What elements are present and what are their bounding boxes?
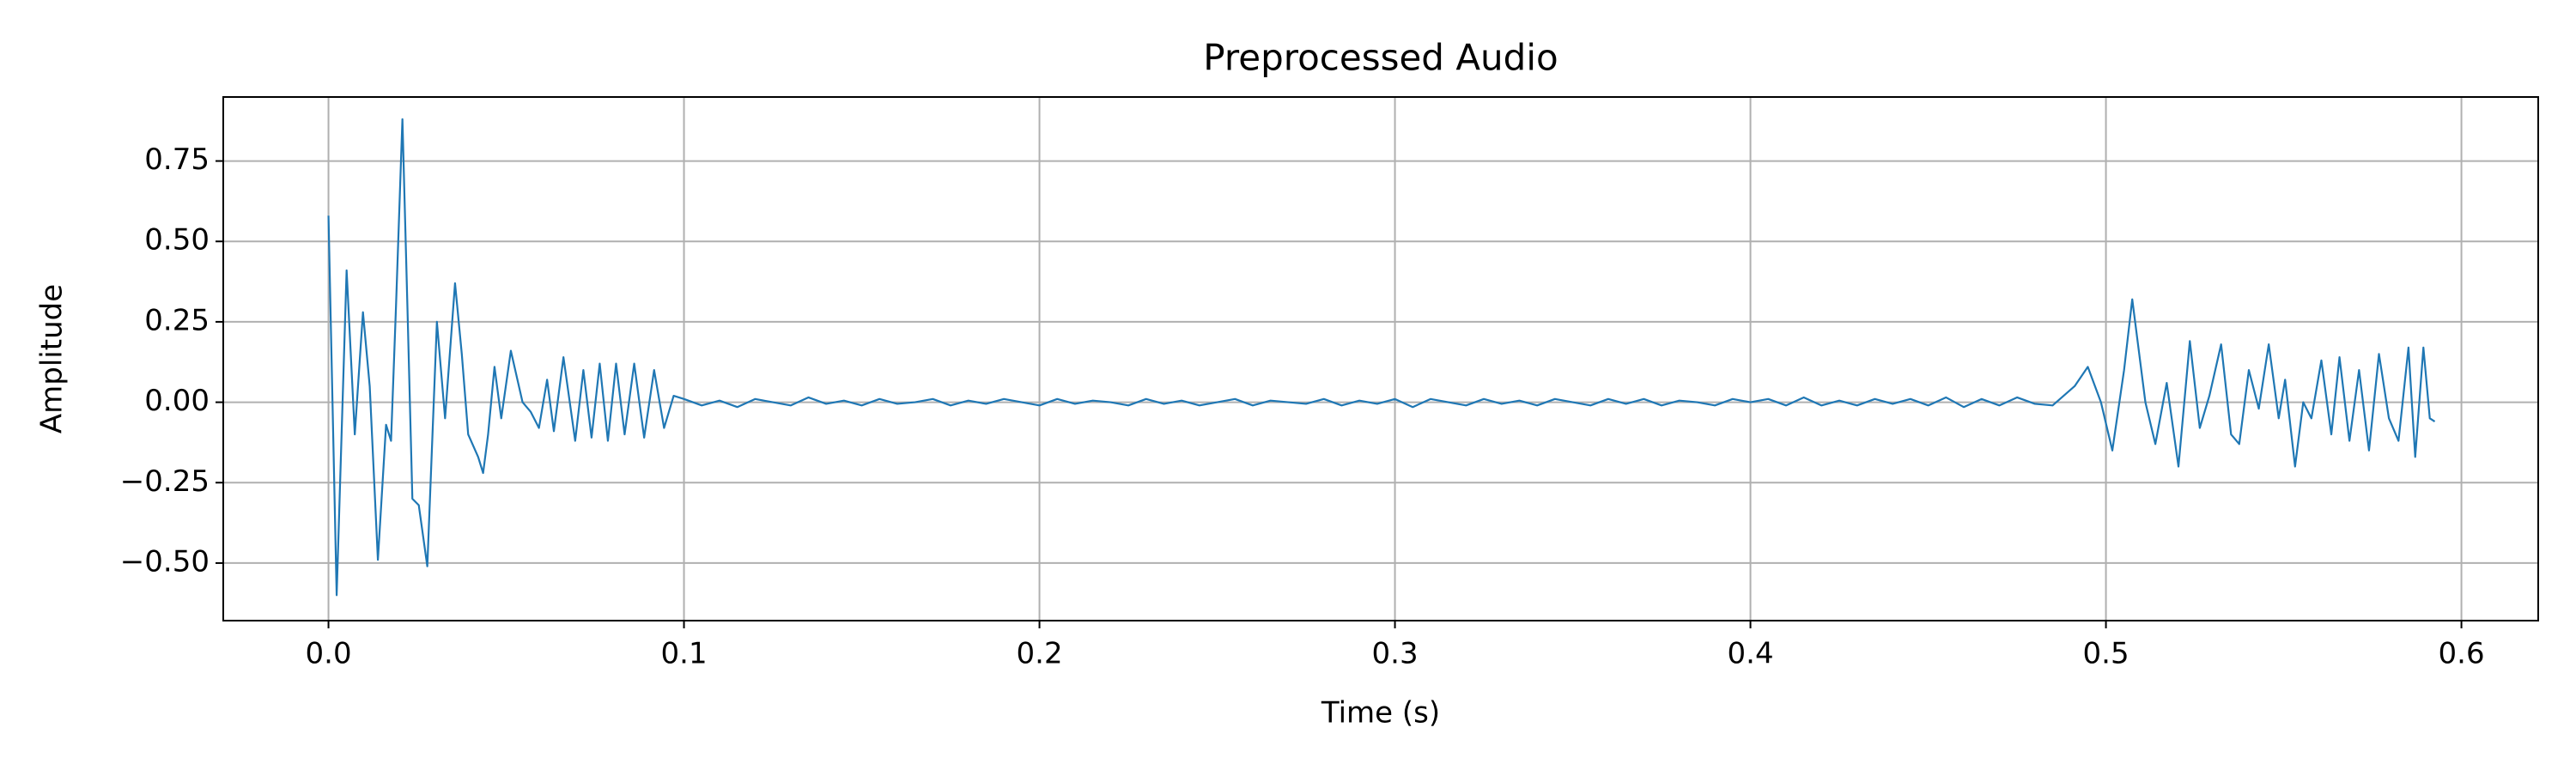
x-tick-label: 0.4	[1728, 637, 1774, 671]
x-tick-label: 0.0	[306, 637, 352, 671]
x-tick-label: 0.2	[1017, 637, 1063, 671]
y-tick-label: 0.75	[144, 142, 210, 177]
chart-title: Preprocessed Audio	[1203, 37, 1558, 79]
x-tick-label: 0.6	[2439, 637, 2485, 671]
y-tick-label: −0.25	[120, 464, 210, 499]
x-axis-label: Time (s)	[1321, 696, 1440, 731]
y-axis-label: Amplitude	[35, 284, 70, 433]
x-tick-label: 0.5	[2083, 637, 2129, 671]
y-tick-label: −0.50	[120, 544, 210, 579]
x-tick-label: 0.1	[661, 637, 708, 671]
y-tick-label: 0.25	[144, 303, 210, 337]
y-tick-label: 0.50	[144, 223, 210, 258]
x-tick-label: 0.3	[1372, 637, 1419, 671]
y-tick-label: 0.00	[144, 384, 210, 418]
plot-frame	[222, 96, 2539, 621]
waveform-line	[327, 118, 2436, 597]
